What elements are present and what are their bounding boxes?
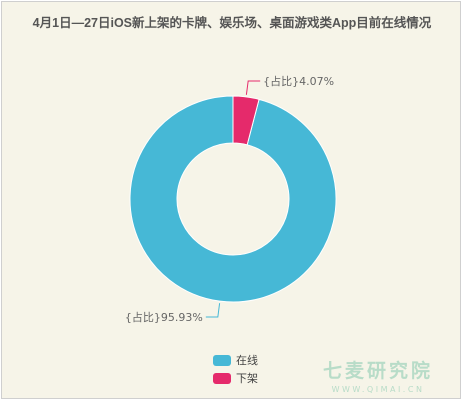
qimai-watermark: 七麦研究院 WWW.QIMAI.CN xyxy=(298,356,458,394)
watermark-en: WWW.QIMAI.CN xyxy=(331,385,425,394)
slice-online[interactable] xyxy=(129,95,337,303)
legend-label-online: 在线 xyxy=(236,354,258,367)
legend-item-removed[interactable]: 下架 xyxy=(213,369,258,387)
slice-removed[interactable] xyxy=(232,95,260,146)
data-label-removed: {占比}4.07% xyxy=(263,74,334,88)
watermark-cn: 七麦研究院 xyxy=(322,360,433,382)
legend-swatch-removed xyxy=(213,372,231,384)
legend: 在线 下架 xyxy=(213,351,258,387)
legend-label-removed: 下架 xyxy=(236,372,258,385)
legend-swatch-online xyxy=(213,354,231,366)
data-label-online: {占比}95.93% xyxy=(125,310,203,324)
chart-title: 4月1日—27日iOS新上架的卡牌、娱乐场、桌面游戏类App目前在线情况 xyxy=(32,16,432,30)
leader-line-online xyxy=(205,303,221,318)
legend-item-online[interactable]: 在线 xyxy=(213,351,258,369)
leader-line-removed xyxy=(245,80,261,95)
